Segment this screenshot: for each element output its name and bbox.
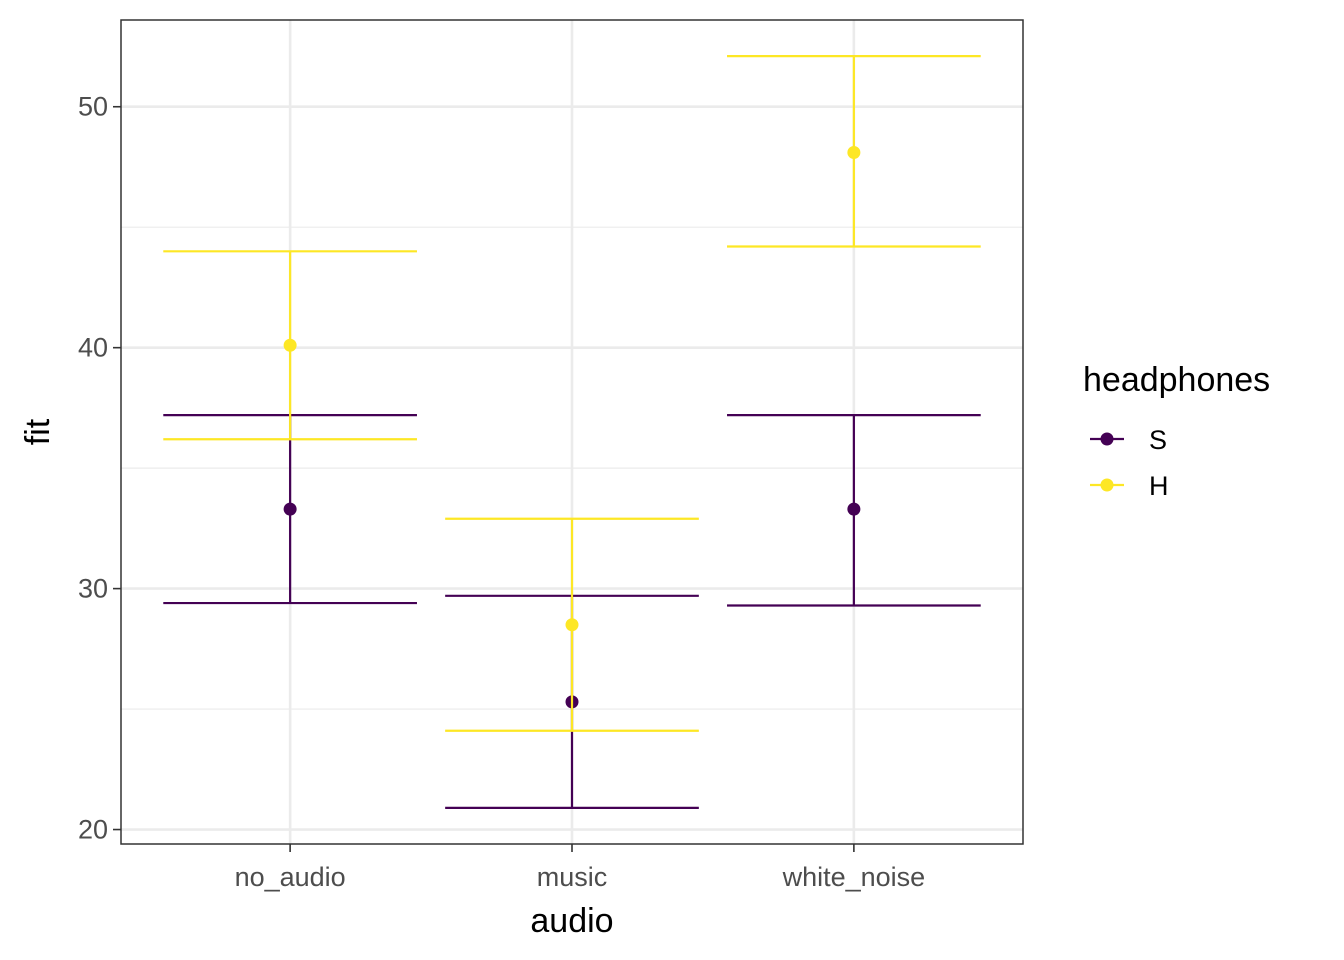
legend-key-point — [1100, 432, 1114, 446]
data-point — [565, 618, 579, 632]
legend-label: S — [1149, 425, 1167, 455]
x-tick-label: no_audio — [235, 862, 346, 892]
legend-key-point — [1100, 478, 1114, 492]
x-tick-label: music — [537, 862, 608, 892]
data-point — [283, 338, 297, 352]
y-axis-title: fit — [19, 418, 57, 445]
data-point — [283, 502, 297, 516]
y-tick-label: 30 — [78, 574, 108, 604]
legend-title: headphones — [1083, 361, 1270, 399]
data-point — [847, 502, 861, 516]
series-layer — [163, 55, 981, 809]
x-axis: no_audio music white_noise — [235, 844, 926, 892]
x-tick-label: white_noise — [782, 862, 926, 892]
series-H — [163, 55, 981, 732]
y-tick-label: 20 — [78, 815, 108, 845]
y-axis: 20 30 40 50 — [78, 92, 121, 845]
x-axis-title: audio — [530, 902, 613, 940]
legend-label: H — [1149, 471, 1169, 501]
legend: headphones SH — [1083, 361, 1270, 501]
y-tick-label: 40 — [78, 333, 108, 363]
y-tick-label: 50 — [78, 92, 108, 122]
data-point — [847, 146, 861, 160]
